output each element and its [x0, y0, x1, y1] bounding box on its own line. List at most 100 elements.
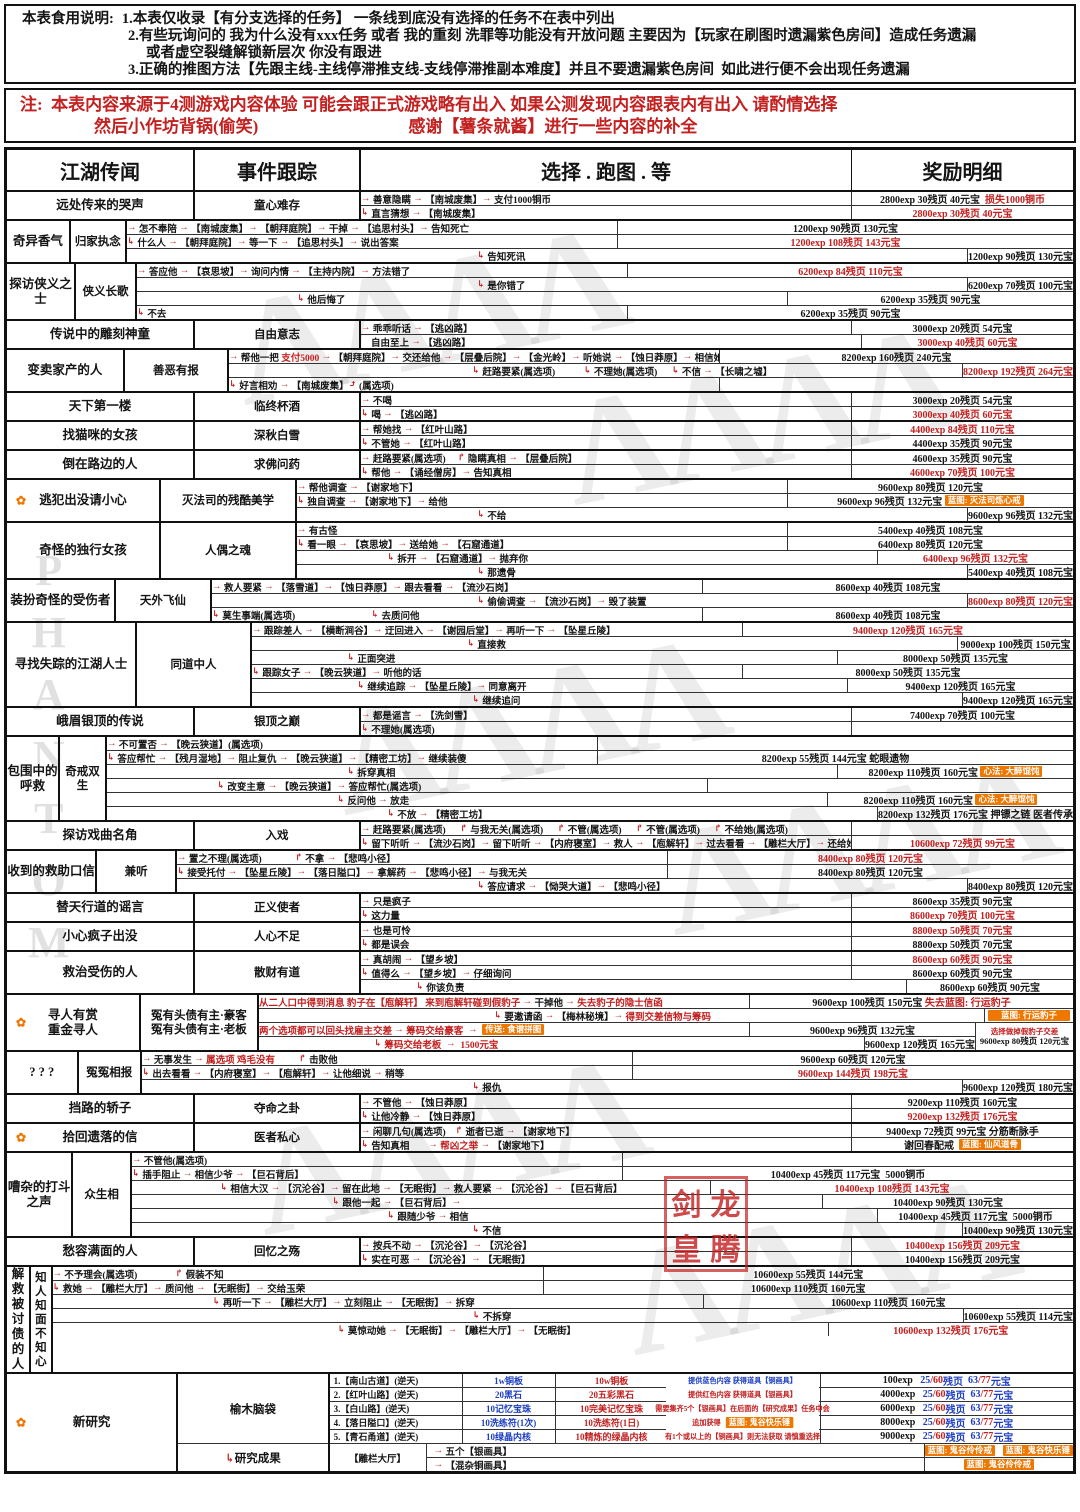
reward-cell: 8200exp 110残页 160元宝 心法: 大醉馄饨	[838, 765, 1073, 778]
reward-cell: 10600exp 110残页 160元宝	[831, 1298, 946, 1308]
rumor-name-cell: ? ? ?	[7, 1052, 79, 1093]
quest-group: 嘈杂的打斗之声 众生相 → 不管他(属选项) ↳ 插手阻止 → 相信少爷 → 【巨石背…	[7, 1151, 1073, 1236]
quest-group: 奇异香气 归家执念 → 怎不奉陪 → 【南城废集】 → 【朝拜庭院】 → 干掉 → 【追…	[7, 219, 1073, 262]
quest-line: ↳ 跟他一起 → 【巨石背后】 → 10400exp 90残页 130元宝	[132, 1194, 1073, 1208]
research-item-basic: 10绿晶内核	[463, 1430, 556, 1443]
rumor-name: 峨眉银顶的传说	[56, 714, 144, 728]
seal-character: 龙	[710, 1188, 741, 1222]
event-track-cell: 冤有头债有主·豪客 冤有头债有主·老板	[141, 995, 259, 1050]
choice-path: → 赶路要紧(属选项) ↱ 与我无关(属选项) ↱ 不管(属选项) ↱ 不管(属…	[361, 822, 852, 835]
quest-line: ↳ 跟随少爷 → 相信 10400exp 45残页 117元宝 5000铜币	[132, 1208, 1073, 1222]
warning-left: 然后小作坊背锅(偷笑)	[94, 117, 259, 136]
reward-cell: 9600exp 96残页 132元宝	[968, 511, 1073, 521]
research-notes: 提供蓝色内容 获得道具【铜画具】 提供红色内容 获得道具【银画具】 需要集齐5个【银…	[655, 1374, 829, 1443]
reward-cell: 9600exp 120残页 165元宝	[865, 1040, 975, 1050]
choice-path: ↳ 不拆穿	[53, 1309, 964, 1322]
blueprint-badge: 蓝图: 仙风道骨	[959, 1139, 1021, 1150]
rumor-name-cell: 奇异香气	[7, 221, 71, 262]
reward-cell: 8600exp 40残页 108元宝	[835, 583, 941, 593]
reward-cell: 9400exp 120残页 165元宝	[905, 682, 1016, 692]
choice-path: → 闲聊几句(属选项) ↱ 逝者已逝 → 【谢家地下】	[361, 1124, 852, 1137]
event-track-cell: 知人知面不知心	[31, 1267, 53, 1372]
event-track: ↳ 研究成果	[225, 1452, 281, 1465]
blueprint-badge: 传送: 食谱拼图	[482, 1024, 545, 1035]
quest-line: ↳ 独自调查 → 【谢家地下】 → 给他 9600exp 96残页 132元宝 蓝图…	[297, 493, 1073, 507]
research-area-label: 5.【青石甬道】(逆天)	[330, 1430, 463, 1443]
quest-line: ↳ 告知死讯 1200exp 90残页 130元宝	[127, 248, 1073, 262]
quest-table: 江湖传闻 事件跟踪 选择 . 跑图 . 等 奖励明细 远处传来的哭声 童心难存 → …	[4, 147, 1076, 1474]
quest-line: ↳ 救她 → 【雕栏大厅】 → 质问他 → 【无眠街】 → 交给玉荣 10600exp…	[52, 1280, 1073, 1294]
quest-group: 寻找失踪的江湖人士 同道中人 → 跟踪差人 → 【横断涧谷】 → 迂回进入 → 【谢园…	[7, 621, 1073, 706]
flower-mark-icon: ✿	[16, 1015, 27, 1029]
reward-cell: 蓝图: 行运豹子	[985, 1009, 1073, 1022]
quest-line: ↳ 偷偷调查 → 【流沙石岗】 → 毁了装置 8600exp 80残页 120元宝	[212, 593, 1073, 607]
reward-cell: 10400exp 156残页 209元宝	[905, 1241, 1020, 1251]
event-track: 冤有头债有主·老板	[150, 1023, 247, 1036]
quest-line: ↳ 好言相劝 → 【南城废集】 ⤴ (属选项)	[229, 377, 1073, 391]
reward-cell: 8400exp 80残页 120元宝	[818, 868, 923, 878]
quest-lines: → 答应他 → 【哀思坡】 → 询问内情 → 【主持内院】 → 方法错了 6200ex…	[137, 264, 1073, 319]
reward-cell: 8600exp 70残页 100元宝	[910, 911, 1015, 921]
quest-line: ↳ 直接救 9000exp 100残页 150元宝	[252, 636, 1073, 650]
quest-line: ↳ 让他冷静 → 【蚀日莽原】 9200exp 132残页 176元宝	[361, 1108, 1073, 1122]
reward-cell: 1200exp 90残页 130元宝	[793, 224, 898, 234]
research-note-line: 提供蓝色内容 获得道具【铜画具】	[687, 1376, 797, 1386]
reward-cell	[852, 722, 1073, 735]
quest-line: ↳ 接受托付 → 【坠星丘陵】 → 【落日隘口】 → 拿解药 → 【悲鸣小径】 → 与…	[177, 864, 1073, 878]
choice-path: ↳ 要邀请函 → 【梅林秘境】 → 得到交差信物与筹码	[259, 1009, 985, 1022]
choice-path: → 也是可怜	[361, 923, 852, 936]
quest-line: → 真胡闹 → 【望乡坡】 8600exp 60残页 90元宝	[361, 952, 1073, 965]
rumor-name-cell: 探访戏曲名角	[7, 822, 195, 849]
rumor-name-cell: 寻找失踪的江湖人士	[7, 623, 138, 706]
reward-cell	[623, 1153, 1073, 1166]
col-header-event: 事件跟踪	[195, 150, 361, 190]
reward-cell: 8600exp 35残页 90元宝	[912, 897, 1013, 907]
reward-cell: 10400exp 156残页 209元宝	[905, 1255, 1020, 1265]
event-track-cell: 回忆之殇	[195, 1238, 361, 1265]
quest-line: ↳ 不去 6200exp 35残页 90元宝	[137, 305, 1073, 319]
notes-label: 本表食用说明:	[22, 11, 114, 27]
quest-line: ↳ 莫生事端(属选项) ↳ 去质问他 8600exp 40残页 108元宝	[212, 607, 1073, 621]
reward-cell: 4400exp 84残页 110元宝	[910, 425, 1015, 435]
usage-notes-line: 或者虚空裂缝解锁新层次 你没有跟进	[6, 45, 1074, 62]
choice-path: 从二人口中得到消息 豹子在【庖解轩】 来到庖解轩碰到假豹子 → 干掉他 → 失去…	[259, 995, 750, 1008]
choice-path: → 帮她找 → 【红叶山路】	[361, 422, 852, 435]
quest-line: → 不可置否 → 【晚云狭道】(属选项)	[107, 737, 1073, 750]
blueprint-badge: 心法: 大醉馄饨	[975, 794, 1038, 805]
rumor-name: 愁容满面的人	[62, 1244, 138, 1258]
reward-cell: 8800exp 50残页 70元宝	[912, 940, 1013, 950]
rumor-name-cell: 传说中的雕刻神童	[7, 321, 195, 348]
reward-cell: 9600exp 80残页 120元宝	[878, 483, 983, 493]
quest-line: 从二人口中得到消息 豹子在【庖解轩】 来到庖解轩碰到假豹子 → 干掉他 → 失去…	[259, 995, 1073, 1008]
event-track: 冤冤相报	[86, 1066, 133, 1079]
choice-path: ↳ 接受托付 → 【坠星丘陵】 → 【落日隘口】 → 拿解药 → 【悲鸣小径】 → 与…	[177, 865, 668, 878]
choice-path: → 不可置否 → 【晚云狭道】(属选项)	[107, 737, 598, 750]
choice-path: ↳ 不给	[297, 508, 968, 521]
reward-cell: 3000exp 20残页 54元宝	[912, 324, 1013, 334]
quest-group: 替天行道的谣言 正义使者 → 只是疯子 8600exp 35残页 90元宝 ↳ 这力量 8…	[7, 892, 1073, 921]
rumor-name: 倒在路边的人	[62, 457, 138, 471]
research-item-basic: 10记忆宝珠	[463, 1402, 556, 1415]
reward-cell: 2800exp 30残页 40元宝 损失1000铜币	[880, 195, 1045, 205]
reward-cell: 100exp 25/60 残页 63/77 元宝	[882, 1375, 1011, 1387]
quest-line: ↳ 不理她(属选项)	[361, 721, 1073, 735]
reward-cell: 10600exp 72残页 99元宝	[910, 839, 1015, 849]
quest-line: → 都是谣言 → 【洗剑雪】 7400exp 70残页 100元宝	[361, 708, 1073, 721]
choice-path: ↳ 正面突进	[252, 651, 838, 664]
event-track-cell: 冤冤相报	[79, 1052, 142, 1093]
reward-cell: 6200exp 70残页 100元宝	[968, 281, 1073, 291]
quest-line: → 不管他(属选项)	[132, 1153, 1073, 1166]
quest-group: 远处传来的哭声 童心难存 → 善意隐瞒 → 【南城废集】 → 支付1000铜币 2800…	[7, 192, 1073, 219]
rumor-name-cell: ✿ 逃犯出没请小心	[7, 480, 161, 521]
reward-cell: 4400exp 35残页 90元宝	[912, 439, 1013, 449]
quest-line: ↳ 要邀请函 → 【梅林秘境】 → 得到交差信物与筹码 蓝图: 行运豹子	[259, 1008, 1073, 1022]
quest-line: ↳ 什么人 → 【朝拜庭院】 → 等一下 → 【追思村头】 → 说出答案 1200ex…	[127, 234, 1073, 248]
quest-lines: → 不喝 3000exp 20残页 54元宝 ↳ 喝 → 【逃凶路】 3000exp …	[361, 393, 1073, 420]
reward-cell: 6200exp 35残页 90元宝	[800, 309, 901, 319]
choice-path: → 救人要紧 → 【落雪道】 → 【蚀日莽原】 → 跟去看看 → 【流沙石岗】	[212, 580, 703, 593]
blueprint-badge: 蓝图: 鬼谷伶伶戒	[963, 1459, 1035, 1470]
quest-lines: → 有古怪 5400exp 40残页 108元宝 ↳ 看一眼 → 【哀思坡】 → 送给…	[297, 523, 1073, 578]
event-track: 冤有头债有主·豪客	[150, 1009, 247, 1022]
choice-path: ↳ 偷偷调查 → 【流沙石岗】 → 毁了装置	[212, 594, 968, 607]
quest-line: ↳ 筹码交给老板 → 1500元宝 9600exp 120残页 165元宝	[259, 1036, 1073, 1050]
